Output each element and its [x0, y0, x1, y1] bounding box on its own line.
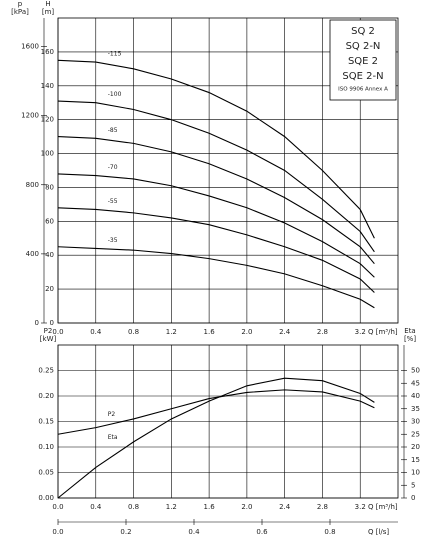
y2-tick-label: 15	[411, 456, 420, 464]
x-tick-label: 2.8	[317, 503, 328, 511]
y2-axis-title: p	[18, 0, 23, 8]
x-tick-label: 1.6	[204, 328, 216, 336]
y-tick-label: 0.25	[38, 367, 54, 375]
y-tick-label: 0.15	[38, 418, 54, 426]
curve-label: -35	[108, 237, 118, 244]
y-tick-label: 140	[41, 82, 54, 90]
y2-tick-label: 400	[26, 250, 39, 258]
curve-label: -115	[108, 51, 122, 58]
curve	[57, 100, 375, 253]
y2-axis-title: Eta	[404, 327, 415, 335]
x-tick-label: 1.2	[166, 328, 177, 336]
y-tick-label: 80	[45, 183, 54, 191]
y2-tick-label: 0	[411, 494, 415, 502]
y2-tick-label: 30	[411, 418, 420, 426]
y2-axis-unit: [kPa]	[11, 8, 29, 16]
y-tick-label: 0.00	[38, 494, 54, 502]
curve	[57, 389, 375, 435]
y2-tick-label: 20	[411, 443, 420, 451]
x-tick-label: 1.2	[166, 503, 177, 511]
x2-tick-label: 0.6	[256, 528, 268, 536]
curve	[57, 59, 375, 239]
x2-tick-label: 0.8	[324, 528, 335, 536]
y2-tick-label: 0	[35, 319, 39, 327]
y-tick-label: 60	[45, 217, 54, 225]
y2-tick-label: 5	[411, 481, 415, 489]
y2-tick-label: 40	[411, 392, 420, 400]
y-axis-unit: [kW]	[40, 335, 57, 343]
x-tick-label: 2.8	[317, 328, 328, 336]
x-tick-label: 2.4	[279, 328, 291, 336]
x-tick-label: 2.0	[241, 503, 252, 511]
annotation: ISO 9906 Annex A	[338, 87, 388, 93]
curve	[57, 377, 375, 499]
x-tick-label: 0.0	[52, 503, 63, 511]
curve-label: -100	[108, 91, 122, 98]
x2-tick-label: 0.4	[188, 528, 200, 536]
y2-tick-label: 45	[411, 379, 420, 387]
y2-tick-label: 800	[26, 181, 39, 189]
curve-label: -85	[108, 127, 118, 134]
x2-axis-title: Q [l/s]	[368, 528, 389, 536]
legend-box	[329, 19, 397, 101]
x-tick-label: 1.6	[204, 503, 216, 511]
y-tick-label: 160	[41, 48, 54, 56]
curve	[57, 173, 375, 278]
y-tick-label: 0.10	[38, 443, 54, 451]
x-tick-label: 0.8	[128, 503, 139, 511]
x2-tick-label: 0.0	[52, 528, 63, 536]
y-tick-label: 40	[45, 251, 54, 259]
y2-tick-label: 25	[411, 430, 420, 438]
x-axis-title: Q [m³/h]	[368, 503, 398, 511]
curve-label: -55	[108, 198, 118, 205]
annotation: SQE 2-N	[342, 71, 383, 82]
curve-label: -70	[108, 164, 118, 171]
y2-tick-label: 10	[411, 469, 420, 477]
x-tick-label: 2.4	[279, 503, 291, 511]
y2-tick-label: 1600	[21, 43, 39, 51]
y2-axis-unit: [%]	[404, 335, 416, 343]
curve	[57, 207, 375, 293]
curve-label: Eta	[108, 434, 118, 441]
curve	[57, 246, 375, 309]
y2-tick-label: 50	[411, 367, 420, 375]
annotation: SQE 2	[348, 56, 378, 67]
curve-label: P2	[108, 411, 116, 418]
y-tick-label: 100	[41, 150, 54, 158]
y-tick-label: 0	[50, 319, 54, 327]
x-tick-label: 3.2	[355, 328, 366, 336]
x-tick-label: 0.4	[90, 503, 102, 511]
y-axis-title: H	[45, 0, 50, 8]
x-tick-label: 3.2	[355, 503, 366, 511]
y-tick-label: 20	[45, 285, 54, 293]
x-tick-label: 0.0	[52, 328, 63, 336]
y-tick-label: 0.05	[38, 469, 54, 477]
x-axis-title: Q [m³/h]	[368, 328, 398, 336]
y2-tick-label: 1200	[21, 112, 39, 120]
x-tick-label: 0.8	[128, 328, 139, 336]
x-tick-label: 0.4	[90, 328, 102, 336]
y2-tick-label: 35	[411, 405, 420, 413]
y-tick-label: 120	[41, 116, 54, 124]
y-axis-title: P2	[44, 327, 53, 335]
x-tick-label: 2.0	[241, 328, 252, 336]
curve	[57, 136, 375, 265]
x2-tick-label: 0.2	[120, 528, 131, 536]
annotation: SQ 2-N	[346, 41, 381, 52]
y-tick-label: 0.20	[38, 392, 54, 400]
y-axis-unit: [m]	[42, 8, 55, 16]
annotation: SQ 2	[351, 26, 375, 37]
